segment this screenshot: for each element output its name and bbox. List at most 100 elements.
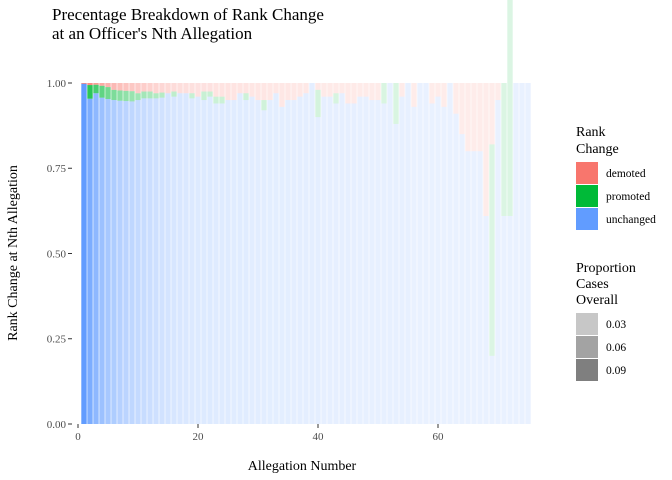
bar-promoted-6 [111, 89, 117, 101]
x-axis: 0 20 40 60 [75, 424, 444, 443]
bar-promoted-8 [123, 90, 129, 102]
bar-unchanged-49 [369, 100, 375, 425]
legend-alpha-swatch-0.03 [576, 313, 598, 335]
bar-demoted-36 [291, 83, 297, 101]
bar-demoted-5 [105, 83, 111, 88]
bar-unchanged-14 [159, 97, 165, 424]
bar-promoted-72 [507, 0, 513, 216]
bar-unchanged-39 [309, 83, 315, 424]
bar-unchanged-62 [447, 83, 453, 424]
chart-title-line-1: Precentage Breakdown of Rank Change [52, 5, 324, 24]
bar-demoted-2 [87, 83, 93, 86]
bar-demoted-43 [333, 83, 339, 94]
bar-unchanged-7 [117, 100, 123, 424]
bar-unchanged-20 [195, 96, 201, 424]
bar-unchanged-24 [219, 103, 225, 425]
bar-unchanged-41 [321, 96, 327, 424]
bar-unchanged-52 [387, 83, 393, 424]
bar-promoted-51 [381, 83, 387, 104]
bar-unchanged-51 [381, 103, 387, 425]
bar-promoted-9 [129, 91, 135, 102]
bar-demoted-35 [285, 83, 291, 101]
alpha-legend-title-line-2: Cases [576, 277, 609, 292]
x-tick-label: 60 [433, 431, 445, 443]
bar-unchanged-17 [177, 93, 183, 424]
bar-unchanged-50 [375, 100, 381, 425]
bar-demoted-59 [429, 83, 435, 104]
bar-demoted-60 [435, 83, 441, 97]
bar-promoted-22 [207, 91, 213, 97]
x-tick-label: 20 [193, 431, 205, 443]
bar-unchanged-37 [297, 96, 303, 424]
bar-unchanged-57 [417, 83, 423, 424]
bar-unchanged-23 [213, 103, 219, 425]
bar-unchanged-1 [81, 83, 87, 425]
bar-unchanged-35 [285, 100, 291, 425]
bar-promoted-19 [189, 93, 195, 99]
bar-demoted-8 [123, 83, 129, 91]
bar-unchanged-27 [237, 93, 243, 424]
bar-unchanged-19 [189, 98, 195, 424]
x-tick-label: 0 [75, 431, 81, 443]
bar-demoted-46 [351, 83, 357, 104]
bar-demoted-65 [465, 83, 471, 152]
bar-unchanged-63 [453, 113, 459, 424]
bar-demoted-24 [219, 83, 225, 97]
bar-demoted-18 [183, 83, 189, 94]
bar-unchanged-28 [243, 100, 249, 425]
x-axis-title: Allegation Number [248, 459, 357, 474]
bar-demoted-48 [363, 83, 369, 97]
bar-promoted-23 [213, 96, 219, 104]
bar-demoted-69 [489, 83, 495, 145]
bar-demoted-41 [321, 83, 327, 97]
bar-demoted-49 [369, 83, 375, 101]
bar-unchanged-43 [333, 103, 339, 425]
bar-promoted-53 [393, 83, 399, 124]
bar-unchanged-34 [279, 106, 285, 425]
bar-unchanged-38 [303, 93, 309, 424]
bar-unchanged-16 [171, 96, 177, 424]
bar-unchanged-74 [519, 83, 525, 424]
bar-unchanged-46 [351, 103, 357, 425]
bar-demoted-38 [303, 83, 309, 94]
chart-title: Precentage Breakdown of Rank Change at a… [52, 5, 324, 43]
bar-unchanged-40 [315, 117, 321, 424]
bar-demoted-32 [267, 83, 273, 101]
bar-promoted-3 [93, 84, 99, 94]
bar-unchanged-36 [291, 100, 297, 425]
bar-promoted-16 [171, 91, 177, 97]
bar-demoted-27 [237, 83, 243, 94]
bar-unchanged-61 [441, 106, 447, 425]
bar-unchanged-73 [513, 83, 519, 424]
bar-promoted-7 [117, 90, 123, 101]
legend-label-promoted: promoted [606, 191, 650, 203]
bar-promoted-5 [105, 87, 111, 100]
bar-unchanged-44 [339, 93, 345, 424]
bar-unchanged-66 [471, 151, 477, 424]
fill-legend-title-line-1: Rank [576, 125, 606, 140]
bar-demoted-30 [255, 83, 261, 101]
y-tick-label: 0.25 [47, 334, 67, 346]
plot-area [81, 0, 531, 425]
bar-unchanged-6 [111, 100, 117, 425]
bar-promoted-13 [153, 93, 159, 99]
bar-promoted-71 [501, 83, 507, 216]
legend-alpha-label-0.06: 0.06 [606, 342, 626, 354]
fill-legend-title-line-2: Change [576, 142, 619, 157]
bar-demoted-6 [111, 83, 117, 90]
bar-demoted-66 [471, 83, 477, 152]
bar-unchanged-53 [393, 123, 399, 425]
bar-unchanged-55 [405, 83, 411, 424]
bar-demoted-16 [171, 83, 177, 92]
bar-promoted-4 [99, 85, 105, 98]
bar-demoted-54 [399, 83, 405, 97]
bar-unchanged-26 [231, 100, 237, 425]
bar-demoted-23 [213, 83, 219, 97]
bar-unchanged-3 [93, 93, 99, 424]
bar-promoted-24 [219, 96, 225, 104]
bar-demoted-31 [261, 83, 267, 101]
y-tick-label: 0.00 [47, 419, 67, 431]
bar-demoted-11 [141, 83, 147, 92]
bar-unchanged-10 [135, 100, 141, 425]
legend-swatch-unchanged [576, 208, 598, 230]
